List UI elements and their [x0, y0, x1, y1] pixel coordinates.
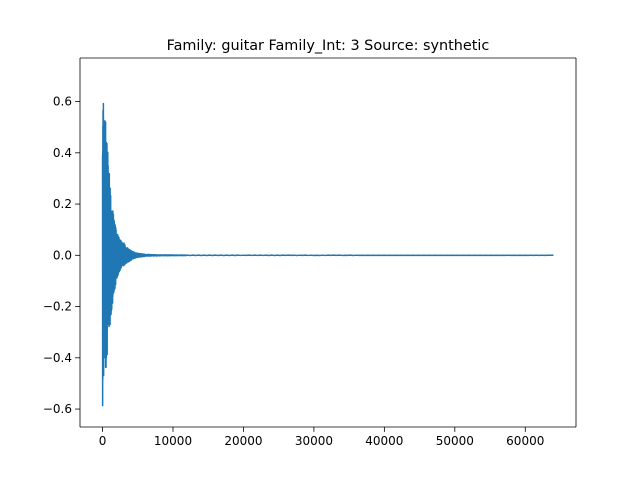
x-tick-label: 30000 — [295, 434, 333, 448]
axes: 0 10000 20000 30000 40000 50000 60000 −0.6 −0.4 −… — [43, 57, 577, 448]
y-tick-label: 0.0 — [53, 248, 72, 262]
series-line-0 — [101, 102, 554, 407]
y-tick-label: −0.6 — [43, 402, 72, 416]
y-tick-label: −0.4 — [43, 351, 72, 365]
plot-background — [80, 58, 576, 427]
plot-area — [80, 58, 576, 427]
x-tick-label: 40000 — [365, 434, 403, 448]
y-tick-label: 0.6 — [53, 95, 72, 109]
x-tick-label: 0 — [99, 434, 107, 448]
x-tick-label: 50000 — [436, 434, 474, 448]
x-tick-label: 60000 — [506, 434, 544, 448]
x-tick-label: 10000 — [154, 434, 192, 448]
y-tick-label: −0.2 — [43, 300, 72, 314]
y-tick-label: 0.2 — [53, 197, 72, 211]
x-tick-label: 20000 — [224, 434, 262, 448]
chart-title: Family: guitar Family_Int: 3 Source: syn… — [167, 38, 490, 54]
y-tick-label: 0.4 — [53, 146, 72, 160]
